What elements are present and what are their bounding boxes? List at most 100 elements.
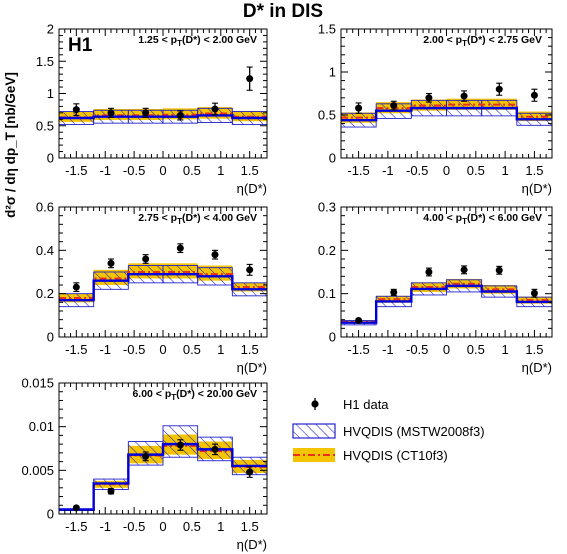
x-tick-label: 0 <box>159 163 166 178</box>
x-tick-label: 0 <box>159 342 166 357</box>
data-point <box>142 255 150 263</box>
x-axis-label: η(D*) <box>237 181 267 196</box>
x-tick-label: -0.5 <box>406 163 428 178</box>
x-tick-label: -1.5 <box>65 519 87 534</box>
x-tick-label: 1 <box>217 342 224 357</box>
x-tick-label: -1.5 <box>65 342 87 357</box>
x-tick-label: 1.5 <box>241 163 259 178</box>
x-tick-label: 1 <box>217 519 224 534</box>
data-point <box>107 487 115 495</box>
data-point <box>246 266 254 274</box>
data-point <box>530 289 538 297</box>
mstw-central-line <box>59 272 267 302</box>
data-point <box>246 75 254 83</box>
x-axis-label: η(D*) <box>522 181 552 196</box>
y-tick-label: 0.005 <box>21 463 54 478</box>
data-point <box>107 259 115 267</box>
y-tick-label: 0 <box>329 151 336 166</box>
panels-group: 0 0.5 1 1.5 2 -1.5 -1 -0.5 0 0.5 1 1.5 η(D*) 1.25 < p… <box>21 22 553 552</box>
data-point <box>425 94 433 102</box>
plot-area <box>59 66 267 125</box>
data-point <box>460 266 468 274</box>
legend-ct10-label: HVQDIS (CT10f3) <box>343 448 448 463</box>
legend-data-label: H1 data <box>343 397 389 412</box>
x-axis-label: η(D*) <box>237 360 267 375</box>
data-point <box>460 92 468 100</box>
x-axis-label: η(D*) <box>237 537 267 552</box>
x-tick-label: 1 <box>501 342 508 357</box>
y-axis-label: d²σ / dη dp_T [nb/GeV] <box>3 72 18 218</box>
data-point <box>176 441 184 449</box>
panel-1: 0 0.5 1 1.5 2 -1.5 -1 -0.5 0 0.5 1 1.5 η(D*) 1.25 < p… <box>36 22 268 196</box>
plot-area <box>59 425 267 512</box>
x-tick-label: -1 <box>99 519 111 534</box>
experiment-label: H1 <box>68 35 93 56</box>
x-tick-label: -0.5 <box>123 342 145 357</box>
x-tick-label: 1.5 <box>241 519 259 534</box>
figure-title: D* in DIS <box>243 1 323 22</box>
y-tick-label: 0.4 <box>36 243 54 258</box>
plot-area <box>59 243 267 308</box>
y-tick-label: 0 <box>329 330 336 345</box>
plot-area <box>341 82 552 128</box>
legend-mstw-label: HVQDIS (MSTW2008f3) <box>343 424 485 439</box>
y-tick-label: 2 <box>47 22 54 37</box>
x-tick-label: -0.5 <box>123 163 145 178</box>
y-tick-label: 0.1 <box>318 286 336 301</box>
mstw-central-line <box>59 442 267 511</box>
x-tick-label: 1 <box>501 163 508 178</box>
plot-frame <box>340 28 553 159</box>
x-tick-label: 0.5 <box>183 163 201 178</box>
data-point <box>355 104 363 112</box>
x-tick-label: 1.5 <box>525 342 543 357</box>
mstw-central-line <box>341 106 552 122</box>
x-tick-label: -1 <box>99 342 111 357</box>
y-tick-label: 0.5 <box>36 118 54 133</box>
y-tick-label: 0.015 <box>21 376 54 391</box>
data-point <box>72 283 80 291</box>
x-tick-label: -1 <box>382 163 394 178</box>
y-tick-label: 0.6 <box>36 200 54 215</box>
x-tick-label: -0.5 <box>123 519 145 534</box>
y-tick-label: 1 <box>329 65 336 80</box>
x-tick-label: 0.5 <box>183 342 201 357</box>
data-point <box>142 452 150 460</box>
panel-pt-range-label: 2.75 < pT(D*) < 4.00 GeV <box>138 212 257 226</box>
data-point <box>355 317 363 325</box>
plot-area <box>341 265 552 326</box>
x-tick-label: -0.5 <box>406 342 428 357</box>
x-tick-label: -1.5 <box>347 342 369 357</box>
data-point <box>142 109 150 117</box>
x-tick-label: 0.5 <box>467 342 485 357</box>
data-point <box>211 105 219 113</box>
x-tick-label: -1 <box>382 342 394 357</box>
x-tick-label: 0 <box>443 342 450 357</box>
x-tick-label: 1.5 <box>241 342 259 357</box>
y-tick-label: 1.5 <box>36 54 54 69</box>
panel-pt-range-label: 1.25 < pT(D*) < 2.00 GeV <box>138 34 257 48</box>
y-tick-label: 0.2 <box>318 243 336 258</box>
data-point <box>72 106 80 114</box>
panel-pt-range-label: 6.00 < pT(D*) < 20.00 GeV <box>132 388 257 402</box>
plot-frame <box>340 206 553 338</box>
data-point <box>530 91 538 99</box>
data-point <box>390 102 398 110</box>
y-tick-label: 0 <box>47 151 54 166</box>
data-point <box>176 111 184 119</box>
panel-5: 0 0.005 0.01 0.015 -1.5 -1 -0.5 0 0.5 1 1.5 η(D*) 6.… <box>21 376 268 552</box>
data-point <box>495 85 503 93</box>
data-point <box>211 445 219 453</box>
x-tick-label: -1.5 <box>65 163 87 178</box>
panel-pt-range-label: 2.00 < pT(D*) < 2.75 GeV <box>423 34 542 48</box>
y-tick-label: 0.2 <box>36 286 54 301</box>
y-tick-label: 1 <box>47 86 54 101</box>
x-tick-label: 0 <box>443 163 450 178</box>
x-tick-label: 0.5 <box>183 519 201 534</box>
data-point <box>495 266 503 274</box>
x-tick-label: -1.5 <box>347 163 369 178</box>
data-point <box>390 288 398 296</box>
panel-4: 0 0.1 0.2 0.3 -1.5 -1 -0.5 0 0.5 1 1.5 η(D*) 4.00 < … <box>318 200 553 375</box>
data-point <box>176 244 184 252</box>
y-tick-label: 0 <box>47 507 54 522</box>
